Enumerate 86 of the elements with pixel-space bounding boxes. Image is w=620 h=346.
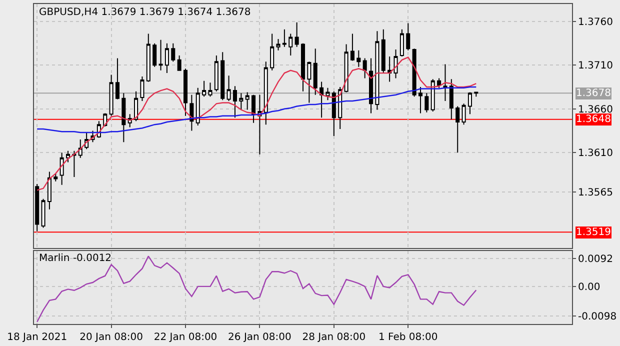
- candlestick: [214, 55, 218, 92]
- candlestick: [146, 33, 150, 82]
- candlestick: [232, 86, 237, 118]
- candlestick: [437, 78, 442, 88]
- candlestick: [122, 92, 126, 143]
- y-tick-label: 0.0092: [578, 254, 613, 266]
- candlestick: [60, 152, 64, 186]
- candlestick: [282, 28, 286, 48]
- candlestick: [313, 48, 318, 96]
- x-tick-label: 1 Feb 08:00: [378, 332, 438, 343]
- candlestick: [41, 198, 46, 228]
- candlestick: [270, 33, 274, 71]
- candlestick: [109, 74, 114, 116]
- candlestick: [424, 92, 429, 113]
- y-tick-label: 1.3760: [578, 16, 613, 28]
- candlestick: [134, 90, 138, 122]
- candlestick: [47, 171, 52, 210]
- y-tick-label: 0.00: [578, 282, 600, 293]
- candlestick: [164, 42, 169, 74]
- candlestick: [369, 58, 374, 114]
- candlestick: [344, 44, 348, 93]
- candlestick: [375, 30, 380, 110]
- candlestick: [288, 33, 293, 56]
- candlestick: [406, 22, 410, 51]
- y-tick-label: 1.3565: [578, 187, 613, 198]
- candlestick: [66, 150, 70, 163]
- candlestick: [264, 61, 268, 126]
- candlestick: [388, 56, 392, 82]
- candlestick: [381, 28, 386, 74]
- candlestick: [171, 42, 176, 62]
- candlestick: [152, 42, 157, 68]
- candlestick: [430, 78, 435, 112]
- x-tick-label: 26 Jan 08:00: [228, 332, 292, 343]
- y-tick-label: 1.3660: [578, 104, 613, 116]
- chart-title: Marlin -0.0012: [39, 253, 112, 264]
- candlestick: [412, 48, 416, 98]
- candlestick: [338, 86, 342, 130]
- candlestick: [307, 61, 312, 104]
- candlestick: [474, 92, 478, 98]
- candlestick: [468, 92, 472, 115]
- candlestick: [226, 75, 231, 102]
- candlestick: [54, 173, 58, 182]
- candlestick: [356, 50, 361, 68]
- y-tick-label: 1.3610: [578, 148, 613, 160]
- candlestick: [400, 28, 404, 57]
- line-series: [36, 86, 477, 134]
- candlestick: [245, 92, 250, 110]
- candlestick: [418, 86, 423, 114]
- y-tick-label: -0.0098: [578, 312, 617, 323]
- candlestick: [252, 94, 256, 124]
- x-tick-label: 20 Jan 08:00: [80, 332, 143, 343]
- candlestick: [239, 92, 244, 110]
- candlestick: [332, 90, 336, 136]
- candlestick: [72, 150, 76, 178]
- candlestick: [220, 52, 225, 101]
- candlestick: [208, 82, 212, 98]
- candlestick: [394, 48, 398, 79]
- candlestick: [320, 81, 324, 118]
- x-tick-label: 28 Jan 08:00: [302, 332, 366, 343]
- candlestick: [456, 106, 460, 154]
- x-tick-label: 22 Jan 08:00: [154, 332, 218, 343]
- ref-line-label: 1.3648: [576, 114, 611, 125]
- candlestick: [443, 64, 448, 102]
- candlestick: [196, 87, 200, 126]
- candlestick: [276, 38, 280, 51]
- ref-line-label: 1.3678: [576, 88, 611, 99]
- candlestick: [177, 55, 182, 71]
- line-series: [36, 56, 477, 191]
- chart-title: GBPUSD,H4 1.3679 1.3679 1.3674 1.3678: [39, 7, 251, 18]
- candlestick: [449, 78, 454, 120]
- candlestick: [326, 87, 330, 101]
- ref-line-label: 1.3519: [576, 227, 611, 238]
- candlestick: [294, 22, 299, 48]
- y-tick-label: 1.3710: [578, 60, 613, 72]
- x-tick-label: 18 Jan 2021: [7, 332, 68, 343]
- candlestick: [158, 39, 163, 71]
- candlestick: [350, 33, 354, 62]
- candlestick: [462, 103, 466, 126]
- candlestick: [362, 58, 367, 79]
- candlestick: [115, 58, 120, 100]
- candlestick: [202, 80, 206, 98]
- candlestick: [35, 184, 40, 232]
- candlestick: [300, 42, 306, 92]
- candlestick: [140, 76, 144, 102]
- candlestick: [183, 68, 188, 116]
- candlestick: [190, 94, 194, 132]
